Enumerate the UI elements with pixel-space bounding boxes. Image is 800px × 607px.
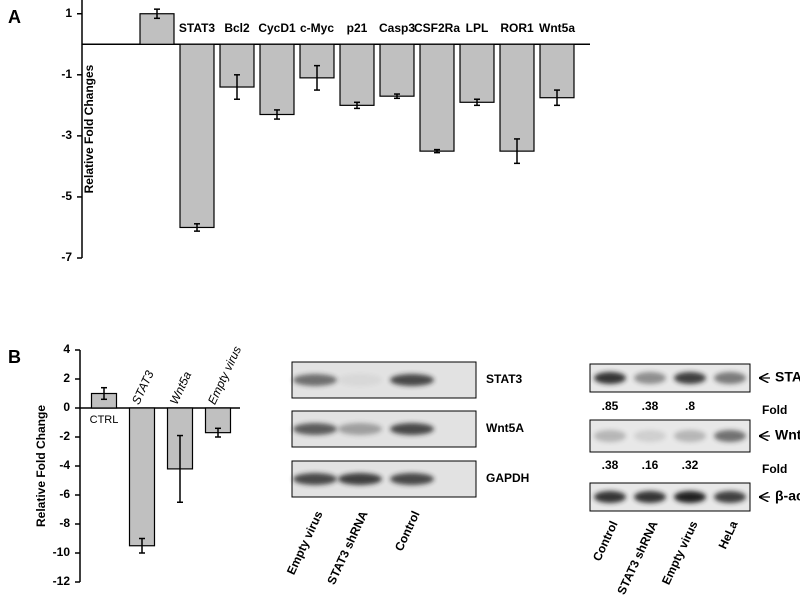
- y-tick-label: 4: [63, 342, 70, 356]
- x-tick-label: STAT3: [129, 368, 157, 406]
- y-axis-label: Relative Fold Changes: [82, 64, 96, 193]
- bar: [539, 43, 575, 99]
- blot-row-label: Wnt5a: [775, 427, 800, 443]
- band: [293, 374, 337, 386]
- x-tick-label: c-Myc: [300, 21, 334, 35]
- blot-row-label: Wnt5A: [486, 421, 524, 435]
- bar: [459, 43, 495, 103]
- y-tick-label: -7: [61, 250, 72, 264]
- fold-label: Fold: [762, 462, 787, 476]
- band: [338, 473, 382, 485]
- blot-row-label: STAT3: [775, 369, 800, 385]
- x-tick-label: STAT3: [179, 21, 216, 35]
- bar: [419, 43, 455, 152]
- y-tick-label: 2: [63, 371, 70, 385]
- band: [594, 372, 626, 384]
- lane-label: Control: [590, 519, 621, 564]
- x-tick-label: LPL: [466, 21, 489, 35]
- x-tick-label: CTRL: [90, 414, 119, 426]
- panel-label: B: [8, 347, 21, 367]
- y-tick-label: -3: [61, 128, 72, 142]
- band: [390, 473, 434, 485]
- bar: [259, 43, 295, 116]
- band: [714, 491, 746, 503]
- bar: [179, 43, 215, 229]
- x-tick-label: Casp3: [379, 21, 415, 35]
- fold-value: .32: [682, 458, 699, 472]
- panel-label: A: [8, 7, 21, 27]
- band: [338, 423, 382, 435]
- band: [293, 473, 337, 485]
- x-tick-label: Bcl2: [224, 21, 250, 35]
- lane-label: Control: [392, 509, 423, 554]
- band: [674, 372, 706, 384]
- blot-panel: [291, 361, 477, 399]
- fold-value: .38: [642, 399, 659, 413]
- band: [390, 423, 434, 435]
- y-axis-label: Relative Fold Change: [34, 405, 48, 527]
- x-tick-label: Empty virus: [205, 344, 244, 407]
- y-tick-label: -4: [59, 458, 70, 472]
- lane-label: STAT3 shRNA: [324, 508, 370, 586]
- blot-row-label: β-actin: [775, 488, 800, 504]
- band: [293, 423, 337, 435]
- y-tick-label: 1: [65, 6, 72, 20]
- band: [634, 430, 666, 442]
- band: [714, 430, 746, 442]
- bar: [379, 43, 415, 97]
- lane-label: HeLa: [716, 518, 741, 551]
- band: [674, 491, 706, 503]
- band: [634, 372, 666, 384]
- x-tick-label: Wnt5a: [167, 369, 194, 407]
- bar: [339, 43, 375, 106]
- x-tick-label: CSF2Ra: [414, 21, 460, 35]
- y-tick-label: -12: [53, 574, 71, 588]
- x-tick-label: p21: [347, 21, 368, 35]
- y-tick-label: -10: [53, 545, 71, 559]
- fold-value: .85: [602, 399, 619, 413]
- blot-row-label: STAT3: [486, 372, 523, 386]
- x-tick-label: Wnt5a: [539, 21, 575, 35]
- y-tick-label: -8: [59, 516, 70, 530]
- band: [674, 430, 706, 442]
- band: [594, 430, 626, 442]
- fold-value: .38: [602, 458, 619, 472]
- band: [634, 491, 666, 503]
- y-tick-label: -6: [59, 487, 70, 501]
- fold-value: .16: [642, 458, 659, 472]
- band: [390, 374, 434, 386]
- lane-label: Empty virus: [659, 518, 701, 586]
- x-tick-label: ROR1: [500, 21, 534, 35]
- band: [338, 374, 382, 386]
- fold-value: .8: [685, 399, 695, 413]
- lane-label: Empty virus: [284, 508, 326, 576]
- y-tick-label: -2: [59, 429, 70, 443]
- fold-label: Fold: [762, 403, 787, 417]
- blot-row-label: GAPDH: [486, 471, 529, 485]
- lane-label: STAT3 shRNA: [614, 518, 660, 596]
- x-tick-label: CycD1: [258, 21, 296, 35]
- y-tick-label: 0: [63, 400, 70, 414]
- bar: [128, 407, 156, 547]
- bar: [499, 43, 535, 152]
- y-tick-label: -1: [61, 67, 72, 81]
- y-tick-label: -5: [61, 189, 72, 203]
- band: [714, 372, 746, 384]
- band: [594, 491, 626, 503]
